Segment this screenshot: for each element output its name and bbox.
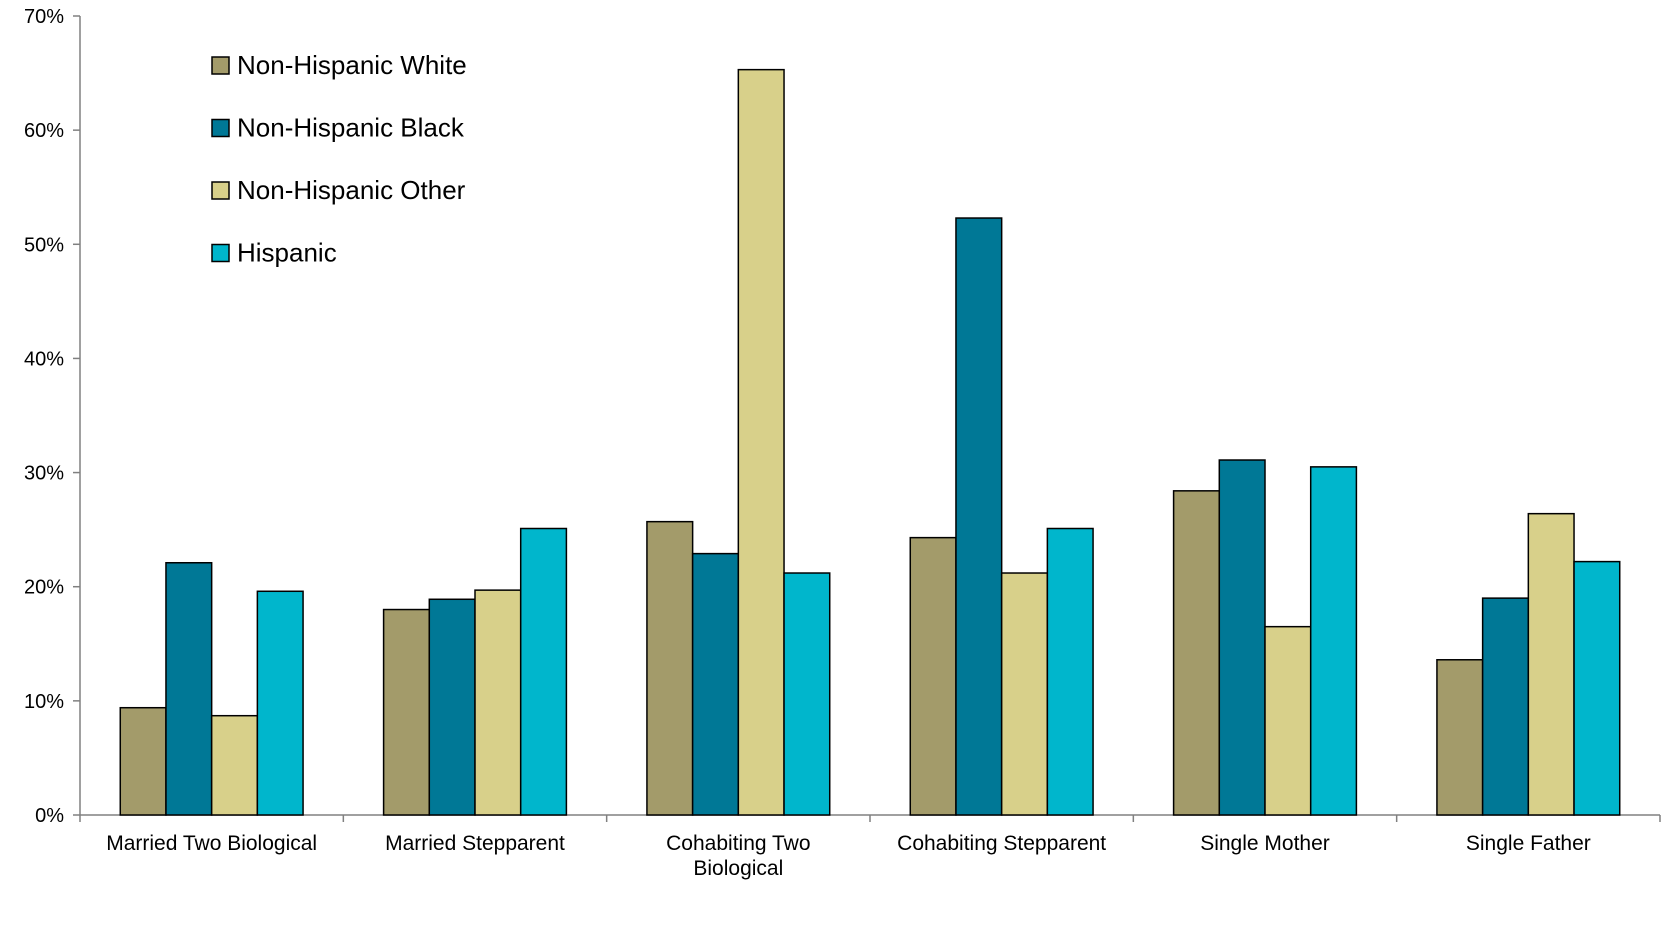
y-tick-label: 30% <box>24 463 64 485</box>
legend-swatch <box>211 243 230 263</box>
category-label-line: Biological <box>693 857 783 880</box>
category-label: Single Father <box>1466 832 1591 855</box>
bar-non-hispanic-black-3 <box>955 217 1003 816</box>
bar-non-hispanic-other-3 <box>1000 572 1049 816</box>
bar-non-hispanic-other-0 <box>210 714 259 816</box>
y-tick-label: 20% <box>24 577 64 599</box>
category-label-line: Cohabiting Stepparent <box>897 832 1106 855</box>
category-label: Cohabiting Stepparent <box>897 832 1106 855</box>
y-tick-label: 0% <box>35 805 64 827</box>
legend-swatch <box>211 118 230 138</box>
bar-non-hispanic-black-4 <box>1218 459 1266 816</box>
legend-label: Non-Hispanic White <box>237 50 467 80</box>
x-axis: Married Two Biological Married Stepparent… <box>79 814 1661 880</box>
y-axis: 0% 10% 20% 30% 40% 50% 60% 70% <box>24 6 81 827</box>
legend-label: Non-Hispanic Black <box>237 113 465 143</box>
category-label-line: Married Two Biological <box>106 832 317 855</box>
bar-hispanic-4 <box>1309 466 1358 816</box>
y-tick-label: 10% <box>24 691 64 713</box>
bar-non-hispanic-white-1 <box>382 608 431 816</box>
category-label: Cohabiting Two Biological <box>666 832 810 880</box>
bar-non-hispanic-white-0 <box>119 706 167 816</box>
bar-non-hispanic-other-1 <box>474 589 522 816</box>
y-tick-label: 50% <box>24 234 64 256</box>
category-label-line: Cohabiting Two <box>666 832 810 855</box>
legend-swatch <box>211 181 230 200</box>
category-label: Single Mother <box>1200 832 1330 855</box>
bar-non-hispanic-black-2 <box>691 552 740 816</box>
category-label: Married Two Biological <box>106 832 317 855</box>
category-label-line: Married Stepparent <box>385 832 565 855</box>
bar-hispanic-5 <box>1573 560 1621 816</box>
bar-non-hispanic-other-4 <box>1264 625 1312 816</box>
y-tick-label: 70% <box>24 6 64 28</box>
category-label: Married Stepparent <box>385 832 565 855</box>
bar-hispanic-0 <box>256 590 304 816</box>
bar-hispanic-3 <box>1046 527 1094 816</box>
legend: Non-Hispanic White Non-Hispanic Black Non-… <box>211 50 467 268</box>
bar-non-hispanic-other-5 <box>1527 512 1575 816</box>
bar-non-hispanic-white-5 <box>1436 659 1484 816</box>
bar-non-hispanic-black-1 <box>428 598 476 816</box>
bar-hispanic-2 <box>783 572 831 816</box>
y-tick-label: 60% <box>24 120 64 142</box>
bar-non-hispanic-white-4 <box>1172 490 1221 816</box>
bar-non-hispanic-black-0 <box>165 561 213 816</box>
legend-label: Hispanic <box>237 238 337 268</box>
category-label-line: Single Father <box>1466 832 1591 855</box>
y-tick-label: 40% <box>24 348 64 370</box>
bar-non-hispanic-white-3 <box>909 536 957 816</box>
bars <box>119 68 1621 816</box>
bar-hispanic-1 <box>519 527 568 816</box>
bar-non-hispanic-other-2 <box>737 68 785 816</box>
legend-swatch <box>211 56 230 75</box>
bar-non-hispanic-black-5 <box>1481 597 1530 816</box>
category-label-line: Single Mother <box>1200 832 1330 855</box>
bar-non-hispanic-white-2 <box>646 520 694 816</box>
legend-label: Non-Hispanic Other <box>237 175 466 205</box>
